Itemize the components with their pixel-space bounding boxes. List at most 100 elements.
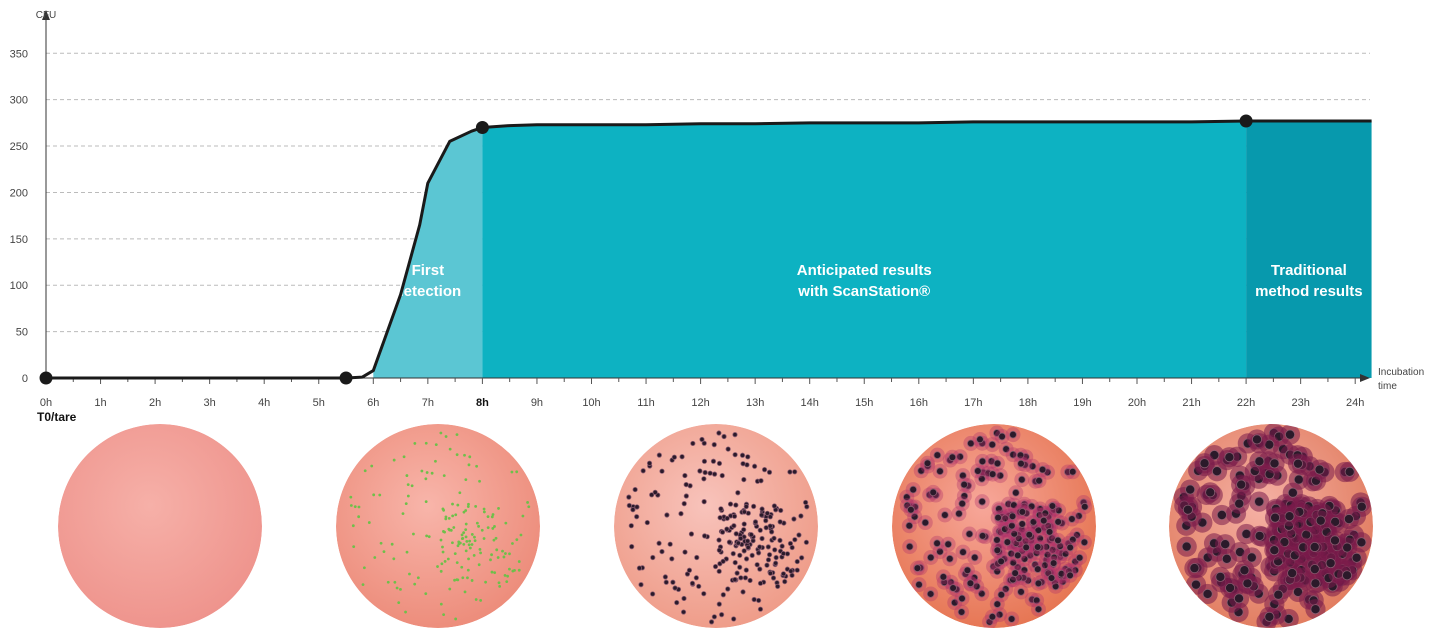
colony [515,538,519,542]
colony [1221,553,1232,564]
colony [491,513,495,516]
colony [1022,543,1030,552]
colony [1234,593,1245,604]
colony [752,463,758,469]
x-tick-label: 5h [313,397,325,409]
colony [482,537,486,540]
colony [936,467,944,476]
colony [689,580,696,586]
colony [737,564,743,570]
curve-marker [1239,114,1253,128]
colony [988,470,997,478]
colony [482,510,486,514]
colony [731,616,737,622]
colony [478,479,481,483]
colony [772,547,778,553]
colony [1017,588,1025,596]
colony [353,505,357,509]
colony [458,491,462,495]
colony [915,580,923,589]
colony [764,562,770,568]
petri-dish-12h [614,424,818,628]
colony [792,537,798,543]
colony [923,459,932,468]
colony [996,471,1005,480]
region-label: detection [395,283,462,300]
region-label: Anticipated results [797,262,932,279]
colony [495,548,499,552]
colony [424,500,428,504]
x-tick-label: 9h [531,397,543,409]
colony [733,502,739,508]
colony [1008,512,1017,521]
colony [1068,515,1076,523]
colony [1051,582,1060,591]
colony [955,509,963,518]
colony [707,470,713,476]
colony [995,610,1004,619]
colony [1310,578,1321,589]
colony [1216,510,1227,521]
colony [482,507,486,511]
colony [466,568,470,572]
colony [794,567,800,573]
colony [441,507,445,511]
colony [478,547,482,551]
colony [755,550,762,556]
colony [468,546,472,550]
colony [505,580,509,583]
colony [440,562,444,566]
colony [406,483,410,486]
colony [1025,530,1034,539]
colony [1182,504,1193,515]
y-tick-label: 200 [10,187,28,199]
colony [357,505,361,509]
colony [486,515,490,519]
colony [1264,611,1275,622]
colony [466,576,469,580]
colony [749,552,755,558]
colony [1069,535,1077,544]
colony [766,469,773,475]
colony [1041,561,1049,570]
colony [681,501,687,507]
colony [759,535,765,542]
colony [674,599,680,606]
colony [467,463,471,467]
colony [1054,506,1063,515]
region-label: Traditional [1271,262,1347,279]
y-axis-label: CFU [36,10,57,21]
colony [1054,518,1062,526]
colony [683,481,689,488]
colony [1314,464,1325,475]
colony [765,557,772,563]
colony [1034,579,1043,588]
colony [1185,484,1196,495]
colony [956,452,964,461]
colony [1287,487,1298,498]
colony [738,575,744,581]
colony [357,515,361,519]
colony [732,432,738,438]
colony [993,536,1001,544]
y-tick-label: 250 [10,141,28,153]
colony [960,480,968,489]
colony [460,565,464,569]
colony [735,540,741,546]
colony [727,501,734,507]
colony [650,591,656,597]
colony [1254,456,1265,467]
colony [970,573,979,582]
colony [926,553,935,562]
colony [382,550,386,553]
colony [1310,604,1321,615]
colony [1287,568,1298,579]
colony [464,549,468,553]
colony [740,461,746,467]
colony [701,476,707,482]
colony [724,526,730,532]
colony [392,458,396,462]
colony [527,505,531,509]
colony [1181,541,1192,552]
colony [455,578,459,581]
